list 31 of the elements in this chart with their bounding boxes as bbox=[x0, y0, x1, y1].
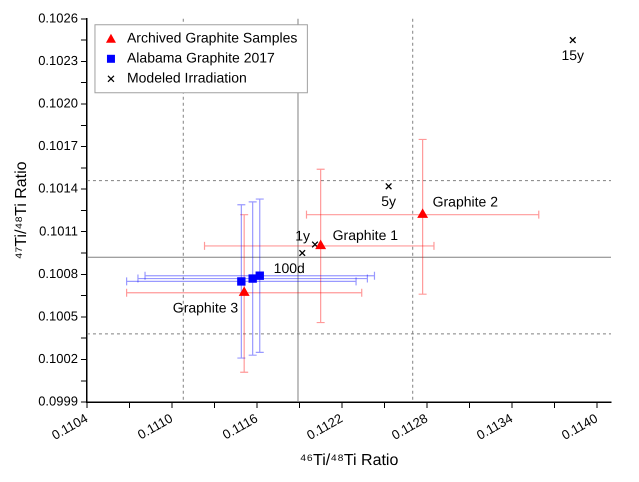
annotation: 100d bbox=[274, 260, 305, 276]
y-tick-label: 0.1008 bbox=[38, 266, 78, 281]
y-axis-title: ⁴⁷Ti/⁴⁸Ti Ratio bbox=[13, 161, 30, 260]
x-axis-title: ⁴⁶Ti/⁴⁸Ti Ratio bbox=[300, 452, 398, 469]
point bbox=[298, 250, 306, 256]
y-tick-label: 0.1017 bbox=[38, 138, 78, 154]
y-tick-label: 0.1020 bbox=[38, 96, 78, 111]
y-tick-label: 0.1005 bbox=[38, 308, 78, 324]
point bbox=[385, 182, 392, 190]
point bbox=[256, 272, 264, 280]
point bbox=[316, 240, 326, 250]
y-tick-label: 0.1002 bbox=[38, 351, 78, 366]
annotation: Graphite 3 bbox=[172, 300, 238, 316]
annotation: Graphite 1 bbox=[332, 226, 398, 243]
y-tick-label: 0.1011 bbox=[39, 223, 78, 238]
annotation: 15y bbox=[561, 46, 584, 63]
annotation: 5y bbox=[381, 193, 396, 210]
point bbox=[418, 209, 428, 218]
point bbox=[237, 277, 246, 286]
y-tick-label: 0.1026 bbox=[38, 10, 78, 26]
point bbox=[569, 36, 576, 44]
y-tick-label: 0.1014 bbox=[38, 180, 78, 196]
annotation: 1y bbox=[295, 227, 310, 244]
y-tick-label: 0.0999 bbox=[38, 394, 78, 409]
point bbox=[312, 241, 318, 248]
legend-label: Archived Graphite Samples bbox=[126, 30, 298, 46]
y-tick-label: 0.1023 bbox=[38, 52, 78, 68]
legend-label: Modeled Irradiation bbox=[126, 70, 247, 86]
annotation: Graphite 2 bbox=[432, 194, 498, 210]
point bbox=[239, 287, 250, 296]
legend-label: Alabama Graphite 2017 bbox=[126, 50, 276, 66]
